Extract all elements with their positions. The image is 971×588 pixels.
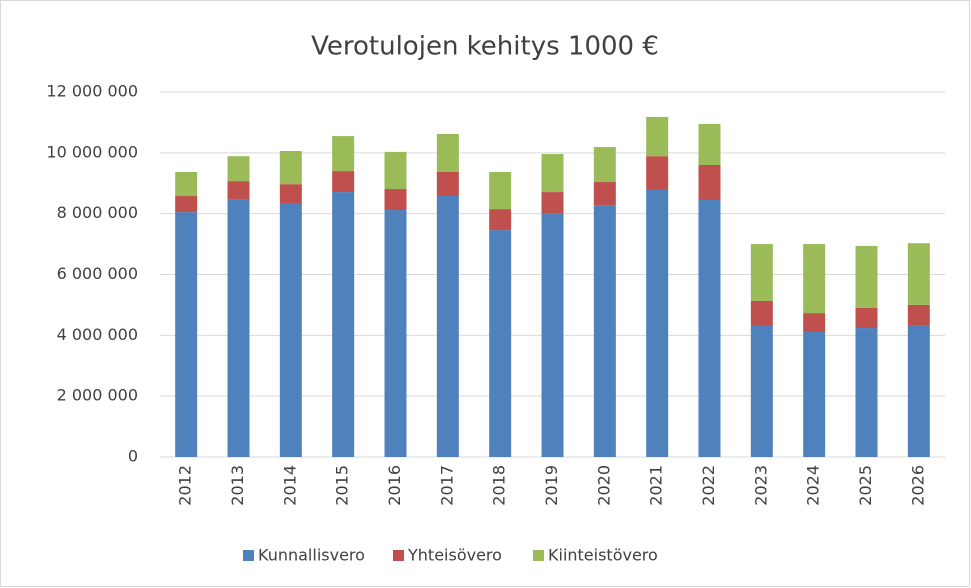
y-tick-label: 8 000 000 bbox=[57, 203, 138, 222]
y-tick-label: 4 000 000 bbox=[57, 325, 138, 344]
bar-segment bbox=[698, 165, 721, 200]
bar-segment bbox=[384, 189, 407, 211]
y-tick-label: 10 000 000 bbox=[46, 142, 138, 161]
bar-segment bbox=[646, 189, 669, 457]
chart-title: Verotulojen kehitys 1000 € bbox=[311, 32, 659, 62]
y-tick-label: 2 000 000 bbox=[57, 386, 138, 405]
bar-segment bbox=[279, 151, 302, 185]
bar-segment bbox=[698, 123, 721, 165]
bar-segment bbox=[227, 181, 250, 200]
x-tick-label: 2012 bbox=[176, 465, 195, 506]
bar-segment bbox=[227, 156, 250, 182]
x-tick-label: 2026 bbox=[908, 465, 927, 506]
bar-segment bbox=[436, 196, 459, 457]
x-tick-label: 2017 bbox=[437, 465, 456, 506]
legend-label: Kiinteistövero bbox=[548, 546, 658, 565]
bar-segment bbox=[750, 324, 773, 457]
x-tick-label: 2014 bbox=[280, 465, 299, 506]
bar-segment bbox=[907, 325, 930, 457]
bar-segment bbox=[384, 151, 407, 190]
bar-segment bbox=[907, 243, 930, 305]
bar-segment bbox=[541, 192, 564, 214]
bar-segment bbox=[855, 307, 878, 329]
bar-segment bbox=[279, 184, 302, 204]
bar-segment bbox=[489, 171, 512, 210]
bar-segment bbox=[593, 147, 616, 183]
x-tick-label: 2020 bbox=[594, 465, 613, 506]
x-tick-label: 2019 bbox=[542, 465, 561, 506]
bar-segment bbox=[332, 192, 355, 457]
bar-segment bbox=[855, 245, 878, 308]
bar-segment bbox=[541, 154, 564, 193]
bar-segment bbox=[646, 156, 669, 190]
bar-segment bbox=[646, 116, 669, 157]
y-tick-label: 6 000 000 bbox=[57, 264, 138, 283]
bar-segment bbox=[175, 212, 198, 457]
x-tick-label: 2018 bbox=[490, 465, 509, 506]
bar-segment bbox=[332, 171, 355, 193]
bar-segment bbox=[384, 210, 407, 457]
bar-segment bbox=[227, 199, 250, 458]
x-tick-label: 2015 bbox=[333, 465, 352, 506]
bar-segment bbox=[698, 199, 721, 457]
x-tick-label: 2021 bbox=[647, 465, 666, 506]
x-tick-label: 2024 bbox=[804, 465, 823, 506]
bar-segment bbox=[750, 244, 773, 301]
bar-segment bbox=[855, 328, 878, 457]
bar-segment bbox=[750, 300, 773, 325]
legend-label: Yhteisövero bbox=[407, 546, 502, 565]
y-tick-label: 12 000 000 bbox=[46, 82, 138, 101]
x-tick-label: 2013 bbox=[228, 465, 247, 506]
bar-segment bbox=[489, 209, 512, 231]
legend-swatch bbox=[533, 550, 544, 561]
bar-segment bbox=[593, 182, 616, 206]
bar-segment bbox=[907, 304, 930, 326]
x-tick-label: 2022 bbox=[699, 465, 718, 506]
bar-segment bbox=[279, 203, 302, 457]
bar-segment bbox=[541, 213, 564, 457]
legend-swatch bbox=[243, 550, 254, 561]
x-tick-label: 2016 bbox=[385, 465, 404, 506]
bar-segment bbox=[436, 133, 459, 172]
bar-segment bbox=[803, 244, 826, 314]
bar-segment bbox=[436, 171, 459, 197]
y-tick-label: 0 bbox=[128, 447, 138, 466]
bar-segment bbox=[175, 196, 198, 213]
bar-segment bbox=[593, 205, 616, 457]
x-tick-label: 2023 bbox=[751, 465, 770, 506]
bar-segment bbox=[803, 331, 826, 457]
bar-segment bbox=[803, 313, 826, 332]
x-tick-label: 2025 bbox=[856, 465, 875, 506]
bar-segment bbox=[175, 171, 198, 197]
bar-segment bbox=[489, 230, 512, 457]
bar-segment bbox=[332, 136, 355, 172]
legend-swatch bbox=[393, 550, 404, 561]
legend-label: Kunnallisvero bbox=[258, 546, 365, 565]
